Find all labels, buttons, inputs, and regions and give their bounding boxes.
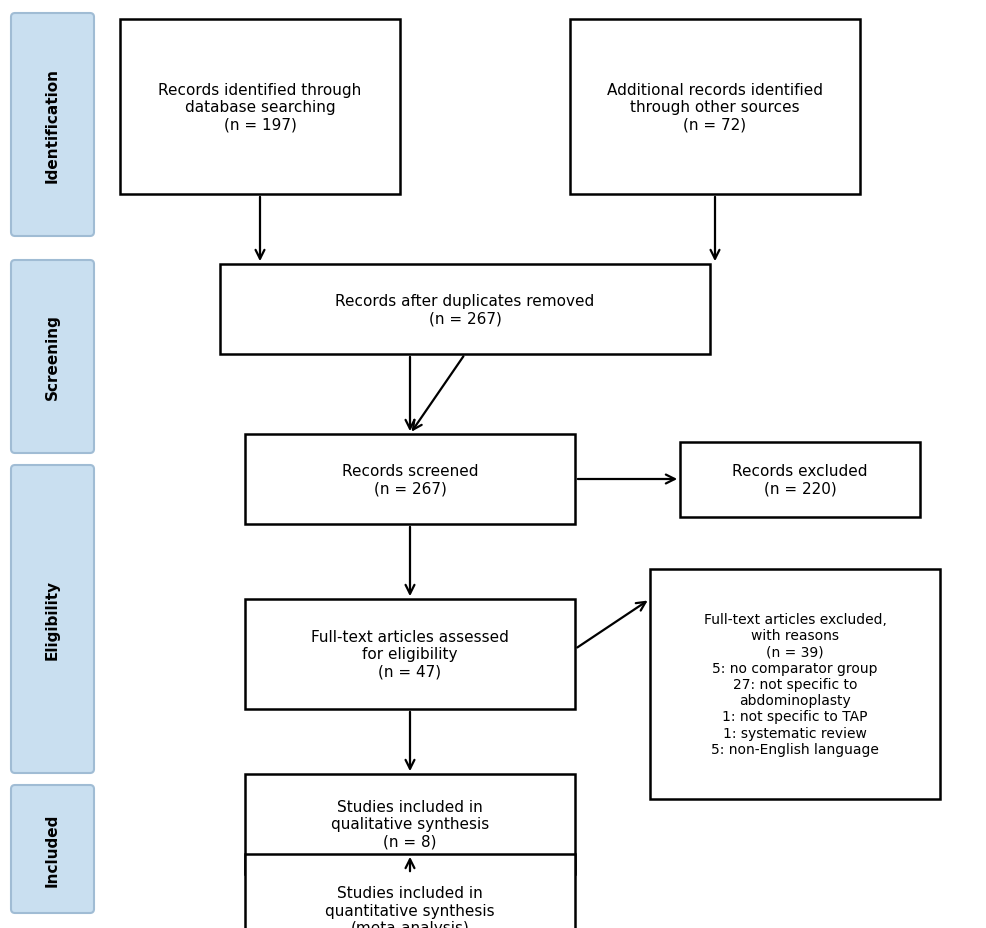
Text: Records excluded
(n = 220): Records excluded (n = 220)	[733, 464, 868, 496]
Text: Full-text articles assessed
for eligibility
(n = 47): Full-text articles assessed for eligibil…	[311, 629, 509, 679]
Text: Studies included in
quantitative synthesis
(meta-analysis)
(n = 8): Studies included in quantitative synthes…	[325, 885, 495, 928]
Bar	[120, 20, 400, 195]
Text: Studies included in
qualitative synthesis
(n = 8): Studies included in qualitative synthesi…	[331, 799, 489, 849]
Bar	[245, 774, 575, 874]
Text: Records screened
(n = 267): Records screened (n = 267)	[342, 463, 478, 496]
Bar	[245, 434, 575, 524]
Text: Records identified through
database searching
(n = 197): Records identified through database sear…	[159, 83, 362, 133]
Text: Records after duplicates removed
(n = 267): Records after duplicates removed (n = 26…	[335, 293, 595, 326]
FancyBboxPatch shape	[11, 466, 94, 773]
FancyBboxPatch shape	[11, 14, 94, 237]
Text: Full-text articles excluded,
with reasons
(n = 39)
5: no comparator group
27: no: Full-text articles excluded, with reason…	[704, 612, 886, 756]
Bar	[245, 854, 575, 928]
Text: Identification: Identification	[45, 68, 60, 183]
Bar	[220, 264, 710, 354]
Bar	[680, 443, 920, 518]
Bar	[650, 570, 940, 799]
Bar	[570, 20, 860, 195]
Bar	[245, 599, 575, 709]
Text: Screening: Screening	[45, 315, 60, 400]
Text: Included: Included	[45, 812, 60, 885]
Text: Additional records identified
through other sources
(n = 72): Additional records identified through ot…	[607, 83, 823, 133]
Text: Eligibility: Eligibility	[45, 579, 60, 660]
FancyBboxPatch shape	[11, 785, 94, 913]
FancyBboxPatch shape	[11, 261, 94, 454]
